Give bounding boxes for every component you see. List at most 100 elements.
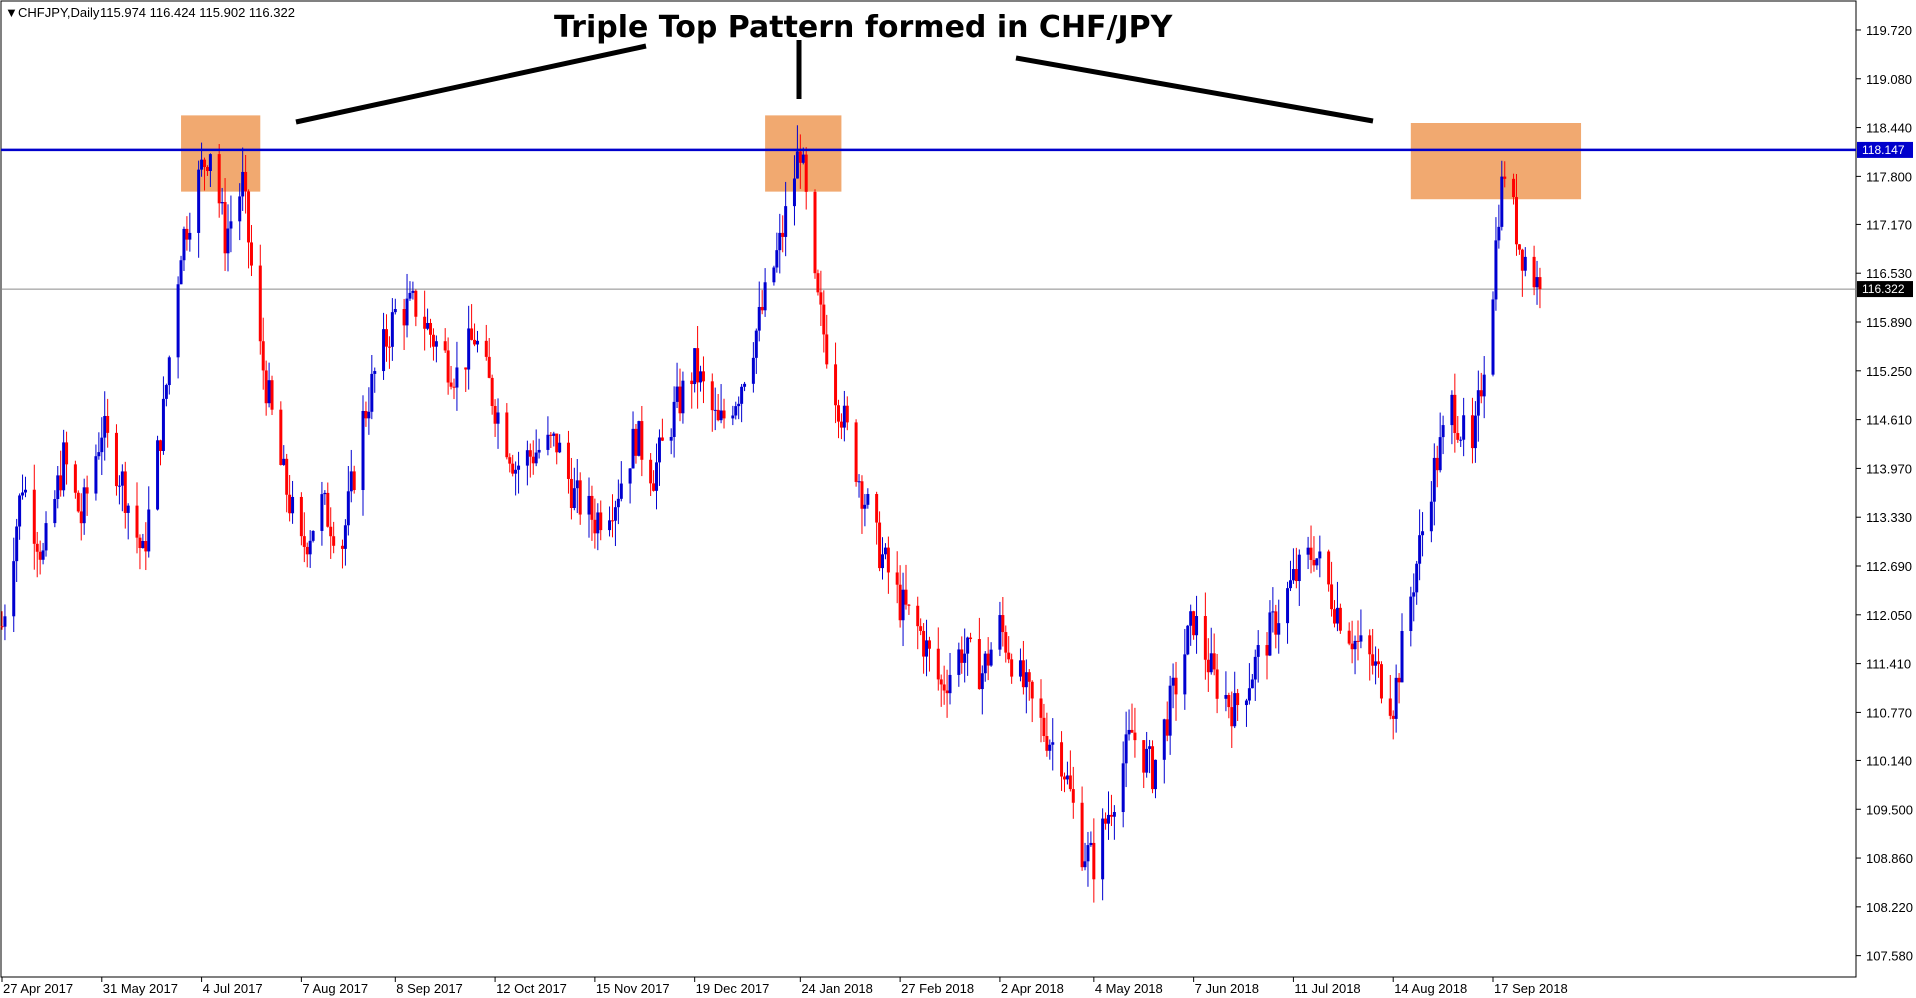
candle	[569, 457, 573, 520]
candle	[1291, 548, 1295, 584]
candle	[1080, 786, 1084, 871]
candle	[919, 618, 923, 636]
candle	[1195, 595, 1199, 654]
candle	[123, 461, 127, 529]
candle	[217, 144, 221, 218]
candle	[737, 396, 741, 420]
candle	[1532, 245, 1536, 296]
candle	[866, 488, 870, 509]
candle	[1432, 443, 1436, 526]
candle	[288, 474, 292, 522]
candle	[1224, 671, 1228, 712]
candle	[1491, 291, 1495, 377]
candle	[942, 665, 946, 705]
candle	[693, 348, 697, 393]
candle	[681, 371, 685, 424]
candle	[760, 290, 764, 315]
candle	[449, 365, 453, 390]
candle	[511, 454, 515, 477]
candle	[382, 312, 386, 380]
candle	[114, 424, 118, 496]
x-tick-label: 17 Sep 2018	[1494, 981, 1568, 996]
price-badge	[1857, 141, 1913, 158]
candle	[898, 565, 902, 628]
candle	[147, 486, 151, 558]
candle	[1065, 761, 1069, 785]
candle	[320, 481, 324, 546]
candle	[1538, 267, 1542, 309]
candle	[197, 160, 201, 258]
candle	[528, 443, 532, 478]
candle	[226, 204, 230, 272]
candle	[1253, 649, 1257, 701]
candle	[496, 398, 500, 449]
candle	[1356, 620, 1360, 661]
candle	[610, 494, 614, 538]
candle	[1268, 600, 1272, 657]
candle	[220, 187, 224, 215]
candle	[549, 432, 553, 448]
candle	[863, 494, 867, 527]
candle	[751, 342, 755, 393]
candle	[775, 232, 779, 273]
candle	[323, 490, 327, 505]
candle	[1350, 620, 1354, 664]
candle	[1479, 372, 1483, 404]
candle	[1271, 587, 1275, 633]
candle	[387, 336, 391, 369]
candle	[279, 401, 283, 466]
candle	[613, 500, 617, 547]
candle	[839, 413, 843, 440]
chart-title: Triple Top Pattern formed in CHF/JPY	[554, 10, 1174, 45]
candle	[247, 189, 251, 269]
candle	[537, 438, 541, 459]
candle	[1265, 632, 1269, 680]
candle	[311, 530, 315, 543]
candle	[208, 153, 212, 188]
candle	[1453, 373, 1457, 453]
candle	[649, 453, 653, 497]
candle	[332, 521, 336, 554]
candle	[634, 423, 638, 464]
candle	[980, 665, 984, 715]
candle	[1151, 740, 1155, 794]
candle	[326, 482, 330, 528]
candle	[1306, 536, 1310, 570]
candle	[1335, 581, 1339, 632]
candle	[655, 443, 659, 510]
candle	[1377, 648, 1381, 678]
candle	[1435, 445, 1439, 488]
candle	[1048, 739, 1052, 760]
candle	[546, 416, 550, 456]
candle	[464, 367, 468, 392]
candle	[819, 270, 823, 327]
candle	[619, 461, 623, 502]
candle	[79, 493, 83, 541]
candle	[977, 617, 981, 690]
candle	[690, 372, 694, 409]
candle	[1473, 401, 1477, 463]
candle	[1429, 481, 1433, 543]
y-tick-label: 116.530	[1866, 266, 1912, 281]
candle	[1330, 561, 1334, 617]
y-tick-label: 112.690	[1866, 559, 1912, 574]
candle	[1145, 731, 1149, 778]
candle	[922, 623, 926, 674]
candle	[916, 596, 920, 650]
candle	[1183, 628, 1187, 710]
candle	[141, 533, 145, 549]
candle	[423, 290, 427, 351]
candle	[1244, 698, 1248, 727]
candle	[135, 482, 139, 554]
candle	[1162, 718, 1166, 784]
chevron-down-icon[interactable]: ▼	[5, 5, 18, 20]
candle	[1338, 603, 1342, 634]
candle	[1024, 659, 1028, 714]
candle	[1517, 244, 1521, 255]
x-tick-label: 4 May 2018	[1095, 981, 1163, 996]
candle	[282, 445, 286, 466]
candle	[367, 387, 371, 435]
price-badge	[1857, 281, 1913, 298]
candle	[1333, 600, 1337, 628]
